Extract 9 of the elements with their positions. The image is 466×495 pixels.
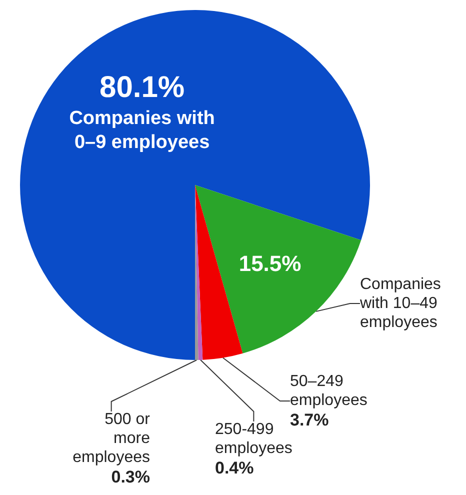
slice-label: 500 or more employees [72,411,151,466]
slice-label: Companies with 0–9 employees [69,108,215,154]
data-label: 3.7% [290,410,329,430]
data-label: 0.3% [111,468,150,486]
slice-label: 50–249 employees [290,373,368,409]
data-label: 80.1% [99,71,185,104]
data-label: 15.5% [238,250,302,276]
slice-label: Companies with 10–49 employees [359,276,441,331]
data-label: 0.4% [215,458,254,478]
